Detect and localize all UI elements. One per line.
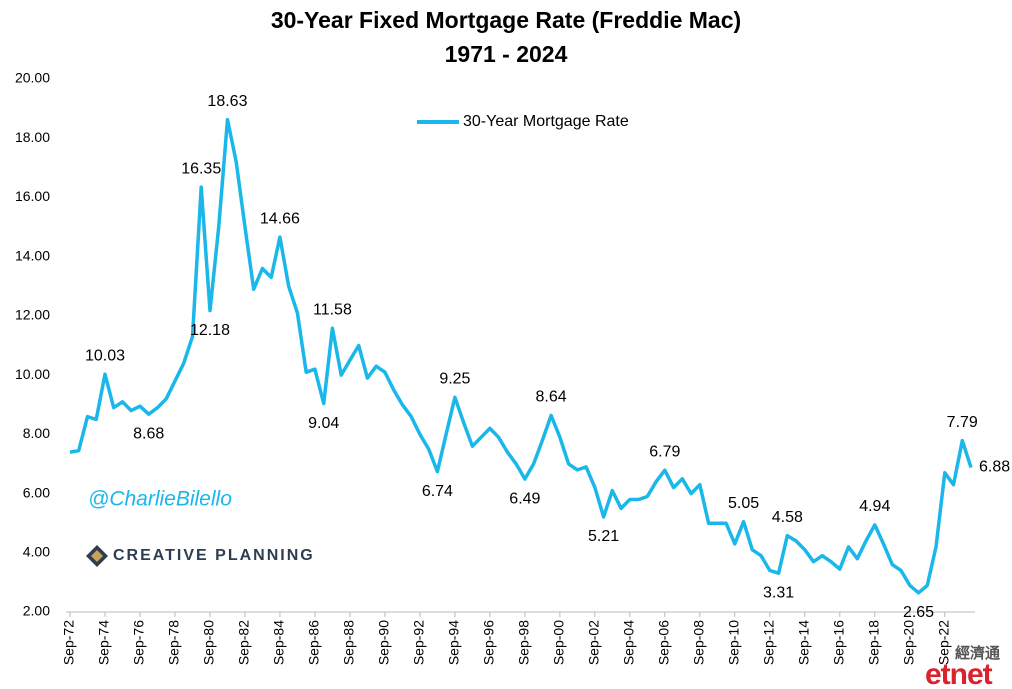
data-label: 4.94 — [859, 498, 890, 515]
x-tick-label: Sep-80 — [201, 620, 217, 665]
data-label: 8.64 — [536, 389, 567, 406]
x-tick-label: Sep-08 — [691, 620, 707, 665]
data-label: 18.63 — [207, 93, 247, 110]
x-tick-label: Sep-76 — [131, 620, 147, 665]
data-label: 2.65 — [903, 604, 934, 621]
data-label: 8.68 — [133, 425, 164, 442]
data-label: 6.74 — [422, 483, 453, 500]
watermark-handle: @CharlieBilello — [88, 488, 232, 511]
x-tick-label: Sep-96 — [481, 620, 497, 665]
y-tick-label: 6.00 — [23, 484, 50, 500]
x-tick-label: Sep-14 — [795, 620, 811, 665]
x-tick-label: Sep-02 — [586, 620, 602, 665]
x-tick-label: Sep-84 — [271, 620, 287, 665]
data-label: 6.49 — [509, 490, 540, 507]
y-tick-label: 12.00 — [15, 307, 50, 323]
x-tick-label: Sep-10 — [726, 620, 742, 665]
chart-subtitle: 1971 - 2024 — [445, 41, 568, 67]
x-tick-label: Sep-20 — [900, 620, 916, 665]
y-tick-label: 8.00 — [23, 425, 50, 441]
x-tick-label: Sep-72 — [61, 620, 77, 665]
y-tick-label: 4.00 — [23, 543, 50, 559]
x-tick-label: Sep-06 — [656, 620, 672, 665]
x-tick-label: Sep-74 — [96, 620, 112, 665]
series-line — [69, 117, 973, 595]
x-tick-label: Sep-98 — [516, 620, 532, 665]
x-tick-label: Sep-94 — [446, 620, 462, 665]
y-tick-label: 18.00 — [15, 129, 50, 145]
data-label: 3.31 — [763, 584, 794, 601]
x-tick-label: Sep-88 — [341, 620, 357, 665]
data-label: 12.18 — [190, 322, 230, 339]
data-label: 11.58 — [313, 302, 352, 319]
watermark-etnet: etnet — [925, 658, 993, 689]
data-label: 5.21 — [588, 528, 619, 545]
creative-planning-logo: CREATIVE PLANNING — [86, 545, 315, 567]
data-label: 5.05 — [728, 495, 759, 512]
data-label: 7.79 — [947, 414, 978, 431]
data-label: 6.88 — [979, 459, 1010, 476]
x-tick-label: Sep-04 — [621, 620, 637, 665]
y-tick-label: 14.00 — [15, 247, 50, 263]
y-tick-label: 2.00 — [23, 603, 50, 619]
data-label: 14.66 — [260, 210, 300, 227]
x-tick-label: Sep-18 — [865, 620, 881, 665]
watermark-brand: CREATIVE PLANNING — [113, 547, 315, 564]
y-tick-label: 20.00 — [15, 70, 50, 86]
logo-icon-inner — [91, 550, 103, 562]
x-tick-label: Sep-82 — [236, 620, 252, 665]
x-tick-label: Sep-22 — [935, 620, 951, 665]
x-tick-label: Sep-00 — [551, 620, 567, 665]
y-tick-label: 16.00 — [15, 188, 50, 204]
data-label: 16.35 — [181, 160, 221, 177]
x-tick-label: Sep-12 — [761, 620, 777, 665]
x-tick-label: Sep-92 — [411, 620, 427, 665]
chart-title: 30-Year Fixed Mortgage Rate (Freddie Mac… — [271, 7, 741, 33]
data-label: 9.04 — [308, 415, 339, 432]
x-tick-label: Sep-90 — [376, 620, 392, 665]
data-label: 4.58 — [772, 509, 803, 526]
y-tick-label: 10.00 — [15, 366, 50, 382]
x-tick-label: Sep-86 — [306, 620, 322, 665]
watermark-etnet-cn: 經濟通 — [955, 644, 1000, 662]
data-label: 10.03 — [85, 347, 125, 364]
legend-label: 30-Year Mortgage Rate — [463, 113, 629, 130]
data-label: 9.25 — [439, 371, 470, 388]
x-tick-label: Sep-16 — [830, 620, 846, 665]
x-tick-label: Sep-78 — [166, 620, 182, 665]
data-label: 6.79 — [649, 443, 680, 460]
